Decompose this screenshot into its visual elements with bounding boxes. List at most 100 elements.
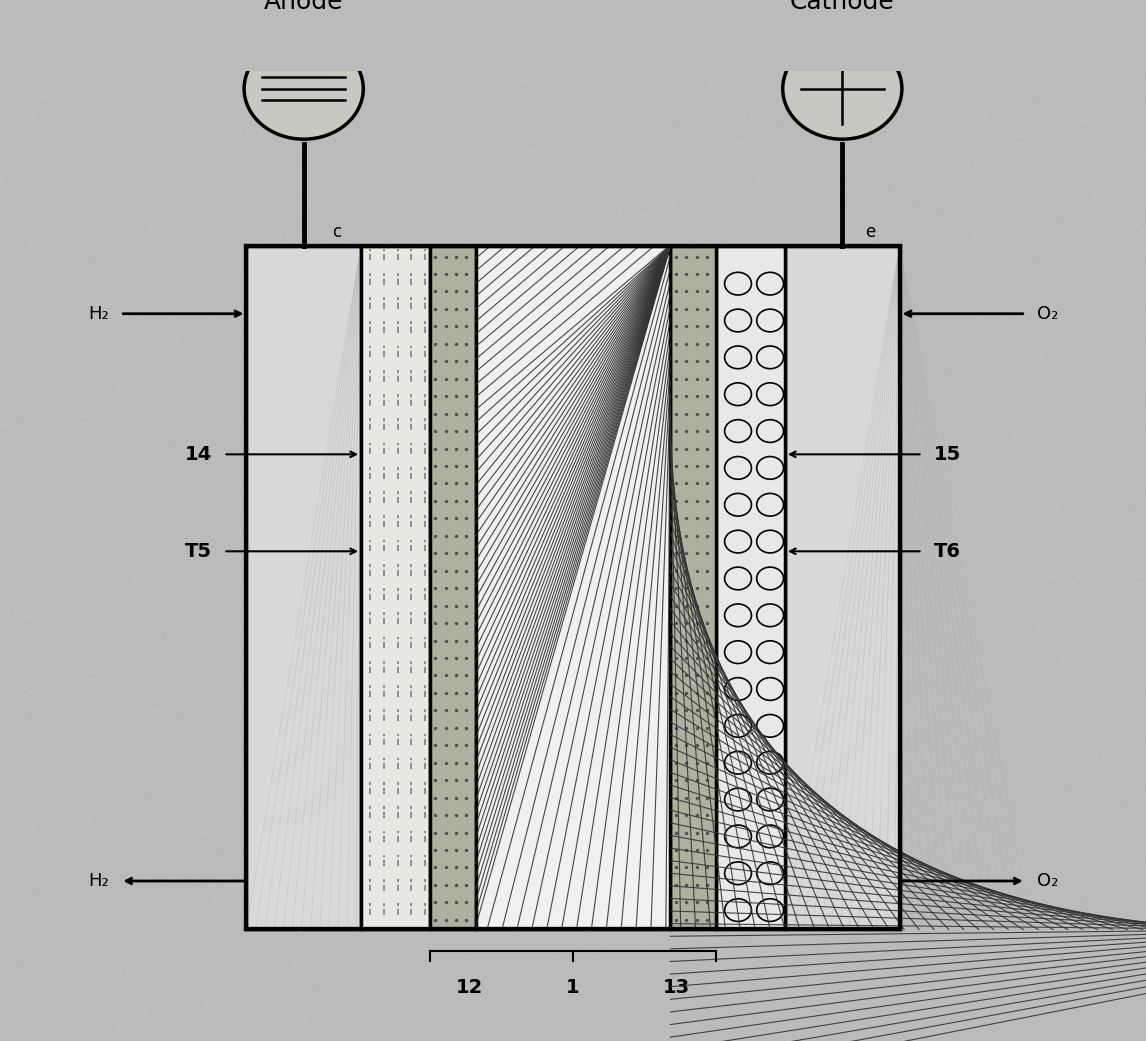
Point xyxy=(79,545,97,562)
Point xyxy=(599,691,618,708)
Point xyxy=(860,102,878,119)
Point xyxy=(801,872,819,889)
Point xyxy=(963,697,981,714)
Point xyxy=(602,222,620,238)
Point xyxy=(1125,290,1144,307)
Point xyxy=(88,494,107,511)
Point xyxy=(661,595,680,612)
Point xyxy=(1002,276,1020,293)
Point xyxy=(1047,355,1066,372)
Point xyxy=(829,726,847,742)
Point xyxy=(849,589,868,606)
Point xyxy=(984,644,1003,661)
Point xyxy=(1101,691,1120,708)
Point xyxy=(634,92,652,108)
Point xyxy=(964,539,982,556)
Point xyxy=(360,374,378,390)
Point xyxy=(785,975,803,992)
Point xyxy=(195,1026,213,1041)
Point xyxy=(1100,720,1118,737)
Point xyxy=(71,588,89,605)
Point xyxy=(442,443,461,460)
Point xyxy=(948,678,966,694)
Point xyxy=(1029,253,1047,270)
Point xyxy=(76,811,94,828)
Point xyxy=(1030,888,1049,905)
Point xyxy=(1022,401,1041,417)
Point xyxy=(252,544,270,561)
Point xyxy=(656,387,674,404)
Point xyxy=(981,504,999,520)
Point xyxy=(772,616,791,633)
Point xyxy=(1136,276,1146,293)
Point xyxy=(1128,494,1146,511)
Point xyxy=(980,721,998,738)
Point xyxy=(368,744,386,761)
Point xyxy=(429,567,447,584)
Point xyxy=(949,384,967,401)
Point xyxy=(1117,106,1136,123)
Point xyxy=(566,442,584,459)
Point xyxy=(370,915,388,932)
Point xyxy=(747,856,766,872)
Point xyxy=(661,315,680,332)
Point xyxy=(659,744,677,761)
Point xyxy=(1088,823,1106,840)
Point xyxy=(394,984,413,1000)
Point xyxy=(994,280,1012,297)
Point xyxy=(549,332,567,349)
Point xyxy=(482,510,501,527)
Point xyxy=(387,508,406,525)
Point xyxy=(847,329,865,346)
Point xyxy=(1059,884,1077,900)
Point xyxy=(429,963,447,980)
Point xyxy=(823,99,841,116)
Point xyxy=(144,820,163,837)
Point xyxy=(1028,455,1046,472)
Point xyxy=(970,447,988,463)
Point xyxy=(595,960,613,976)
Point xyxy=(5,838,23,855)
Point xyxy=(743,757,761,773)
Point xyxy=(442,856,461,872)
Point xyxy=(187,197,205,213)
Point xyxy=(717,959,736,975)
Point xyxy=(329,152,347,169)
Point xyxy=(229,255,248,272)
Point xyxy=(589,385,607,402)
Point xyxy=(445,916,463,933)
Point xyxy=(107,801,125,817)
Point xyxy=(520,947,539,964)
Point xyxy=(904,192,923,208)
Point xyxy=(972,767,990,784)
Point xyxy=(305,508,323,525)
Point xyxy=(807,510,825,527)
Point xyxy=(517,723,535,740)
Point xyxy=(565,736,583,753)
Point xyxy=(548,260,566,277)
Point xyxy=(926,1001,944,1018)
Point xyxy=(328,533,346,550)
Point xyxy=(580,126,598,143)
Point xyxy=(769,84,787,101)
Point xyxy=(285,319,304,335)
Point xyxy=(478,249,496,265)
Point xyxy=(675,939,693,956)
Point xyxy=(611,790,629,807)
Point xyxy=(631,710,650,727)
Point xyxy=(552,778,571,794)
Point xyxy=(401,1015,419,1032)
Point xyxy=(490,391,509,408)
Point xyxy=(170,868,188,885)
Point xyxy=(759,280,777,297)
Point xyxy=(156,986,174,1002)
Point xyxy=(456,831,474,847)
Point xyxy=(402,723,421,740)
Point xyxy=(429,377,447,393)
Point xyxy=(631,682,650,699)
Point xyxy=(842,677,861,693)
Point xyxy=(339,967,358,984)
Point xyxy=(505,401,524,417)
Point xyxy=(960,750,979,766)
Point xyxy=(284,959,303,975)
